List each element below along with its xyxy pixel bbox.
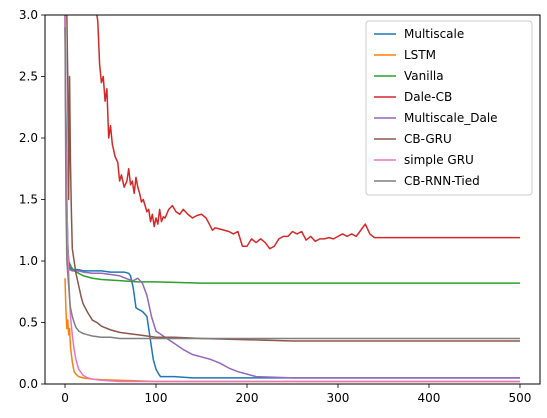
legend-label: simple GRU bbox=[404, 153, 474, 167]
y-tick-label: 3.0 bbox=[19, 8, 38, 22]
series-line bbox=[64, 15, 520, 383]
x-tick-label: 0 bbox=[61, 391, 69, 405]
series-line bbox=[64, 27, 520, 340]
legend-label: Multiscale bbox=[404, 27, 464, 41]
legend-label: Dale-CB bbox=[404, 90, 452, 104]
legend-label: Multiscale_Dale bbox=[404, 111, 498, 125]
series-line bbox=[64, 15, 520, 379]
legend-box bbox=[365, 20, 533, 196]
x-tick-label: 300 bbox=[327, 391, 350, 405]
legend-label: Vanilla bbox=[404, 69, 444, 83]
y-tick-label: 2.5 bbox=[19, 70, 38, 84]
y-tick-label: 0.0 bbox=[19, 377, 38, 391]
series-line bbox=[64, 15, 520, 379]
series-line bbox=[64, 278, 520, 383]
x-tick-label: 400 bbox=[418, 391, 441, 405]
series-layer bbox=[64, 15, 520, 383]
y-tick-label: 2.0 bbox=[19, 131, 38, 145]
legend-label: LSTM bbox=[404, 48, 436, 62]
legend-label: CB-GRU bbox=[404, 132, 452, 146]
y-tick-label: 0.5 bbox=[19, 316, 38, 330]
x-tick-label: 200 bbox=[236, 391, 259, 405]
legend: Multiscale LSTM Vanilla Dale-CB Multiscale_D… bbox=[365, 20, 533, 196]
x-tick-label: 100 bbox=[145, 391, 168, 405]
x-tick-label: 500 bbox=[509, 391, 532, 405]
axis-layer: 0 100 200 300 400 500 0.0 0.5 1.0 1.5 2.0 2.5 3.0 bbox=[19, 8, 532, 405]
series-line bbox=[96, 15, 520, 250]
legend-label: CB-RNN-Tied bbox=[404, 174, 480, 188]
y-tick-label: 1.5 bbox=[19, 193, 38, 207]
y-tick-label: 1.0 bbox=[19, 254, 38, 268]
